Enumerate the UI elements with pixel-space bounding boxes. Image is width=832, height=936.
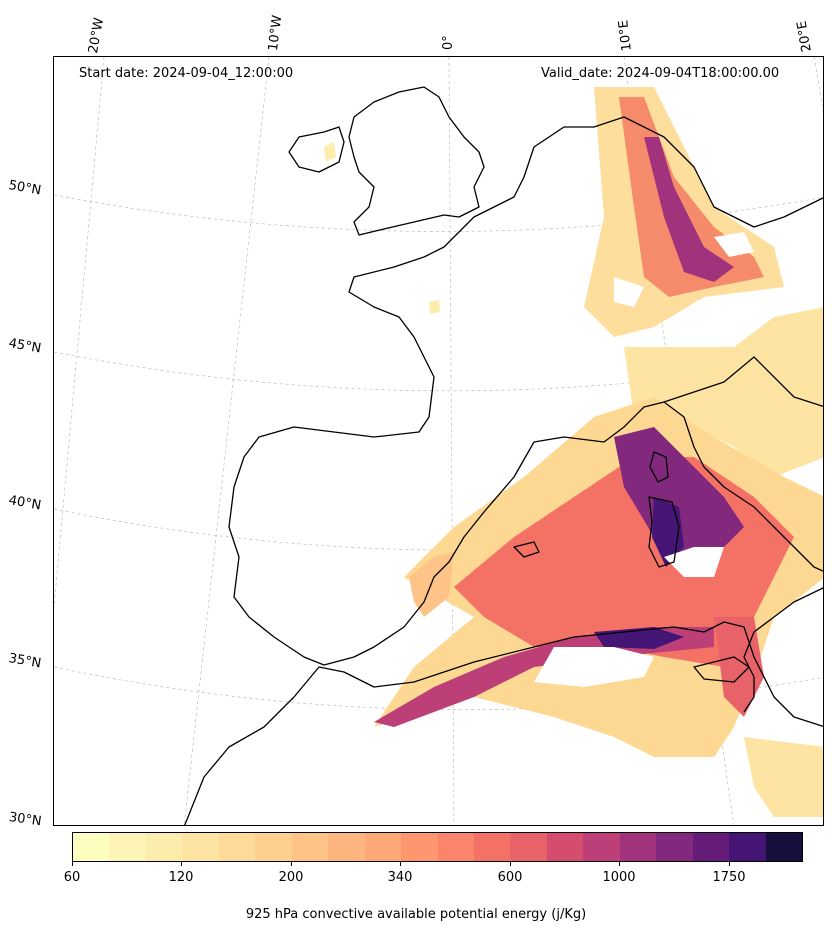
colorbar-segment: [109, 833, 146, 861]
lon-label-0: 0°: [441, 35, 456, 50]
coast-adriatic: [663, 356, 823, 408]
colorbar-segment: [364, 833, 402, 861]
colorbar-tickmark: [510, 862, 511, 866]
lon-label-10e: 10°E: [616, 19, 635, 53]
colorbar-segment: [255, 833, 292, 861]
coast-italy-south: [743, 587, 823, 713]
coast-europe: [228, 116, 823, 666]
colorbar-tick-label: 60: [63, 870, 81, 885]
colorbar-segment: [328, 833, 365, 861]
colorbar-segment: [145, 833, 183, 861]
coast-sicily: [693, 656, 750, 683]
coastlines: [184, 86, 823, 825]
colorbar: [72, 832, 803, 862]
cape-gaps: [534, 232, 754, 687]
lat-label-40n: 40°N: [7, 493, 43, 514]
colorbar-segment: [510, 833, 547, 861]
colorbar-tickmark: [729, 862, 730, 866]
colorbar-segment: [73, 833, 110, 861]
colorbar-tickmark: [291, 862, 292, 866]
cape-balkans: [624, 307, 823, 477]
lon-label-20w: 20°W: [86, 16, 108, 55]
cape-tyrrhenian-core: [614, 427, 744, 567]
colorbar-tickmark: [72, 862, 73, 866]
colorbar-segment: [546, 833, 584, 861]
lat-label-45n: 45°N: [7, 336, 43, 357]
lat-label-50n: 50°N: [7, 178, 43, 199]
map-panel: [53, 56, 824, 826]
valid-date-label: Valid_date: 2024-09-04T18:00:00.00: [541, 66, 780, 81]
colorbar-tickmark: [400, 862, 401, 866]
colorbar-tickmark: [181, 862, 182, 866]
lat-label-35n: 35°N: [7, 651, 43, 672]
colorbar-tick-label: 120: [168, 870, 194, 885]
colorbar-segment: [401, 833, 438, 861]
colorbar-segment: [619, 833, 657, 861]
colorbar-segment: [729, 833, 766, 861]
colorbar-segment: [291, 833, 329, 861]
colorbar-segment: [583, 833, 620, 861]
colorbar-title: 925 hPa convective available potential e…: [245, 907, 587, 922]
colorbar-tick-label: 1000: [602, 870, 636, 885]
colorbar-segment: [765, 833, 803, 861]
cape-atlantic-patch: [429, 300, 440, 314]
colorbar-segment: [218, 833, 256, 861]
colorbar-segment: [656, 833, 693, 861]
cape-ionian: [714, 617, 764, 717]
cape-central-europe-core: [644, 137, 734, 282]
lat-label-30n: 30°N: [7, 810, 43, 830]
colorbar-segment: [692, 833, 730, 861]
start-date-label: Start date: 2024-09-04_12:00:00: [79, 66, 294, 81]
colorbar-tick-label: 1750: [712, 870, 746, 885]
colorbar-segment: [473, 833, 511, 861]
cape-map: [54, 57, 823, 825]
coast-ireland: [288, 126, 345, 173]
coast-balearics: [513, 541, 540, 558]
colorbar-tick-label: 200: [278, 870, 304, 885]
coast-sardinia: [648, 496, 680, 568]
colorbar-tickmark: [619, 862, 620, 866]
colorbar-tick-label: 340: [387, 870, 413, 885]
cape-field: [324, 87, 823, 817]
cape-ireland-patch: [324, 142, 336, 162]
coast-britain: [348, 86, 485, 236]
lon-label-10w: 10°W: [266, 14, 286, 52]
coast-corsica: [649, 451, 669, 483]
colorbar-tick-label: 600: [497, 870, 523, 885]
lon-label-20e: 20°E: [794, 19, 815, 54]
coast-north-africa: [184, 621, 823, 825]
colorbar-segment: [437, 833, 474, 861]
colorbar-segment: [182, 833, 219, 861]
cape-east-patch: [744, 737, 823, 817]
